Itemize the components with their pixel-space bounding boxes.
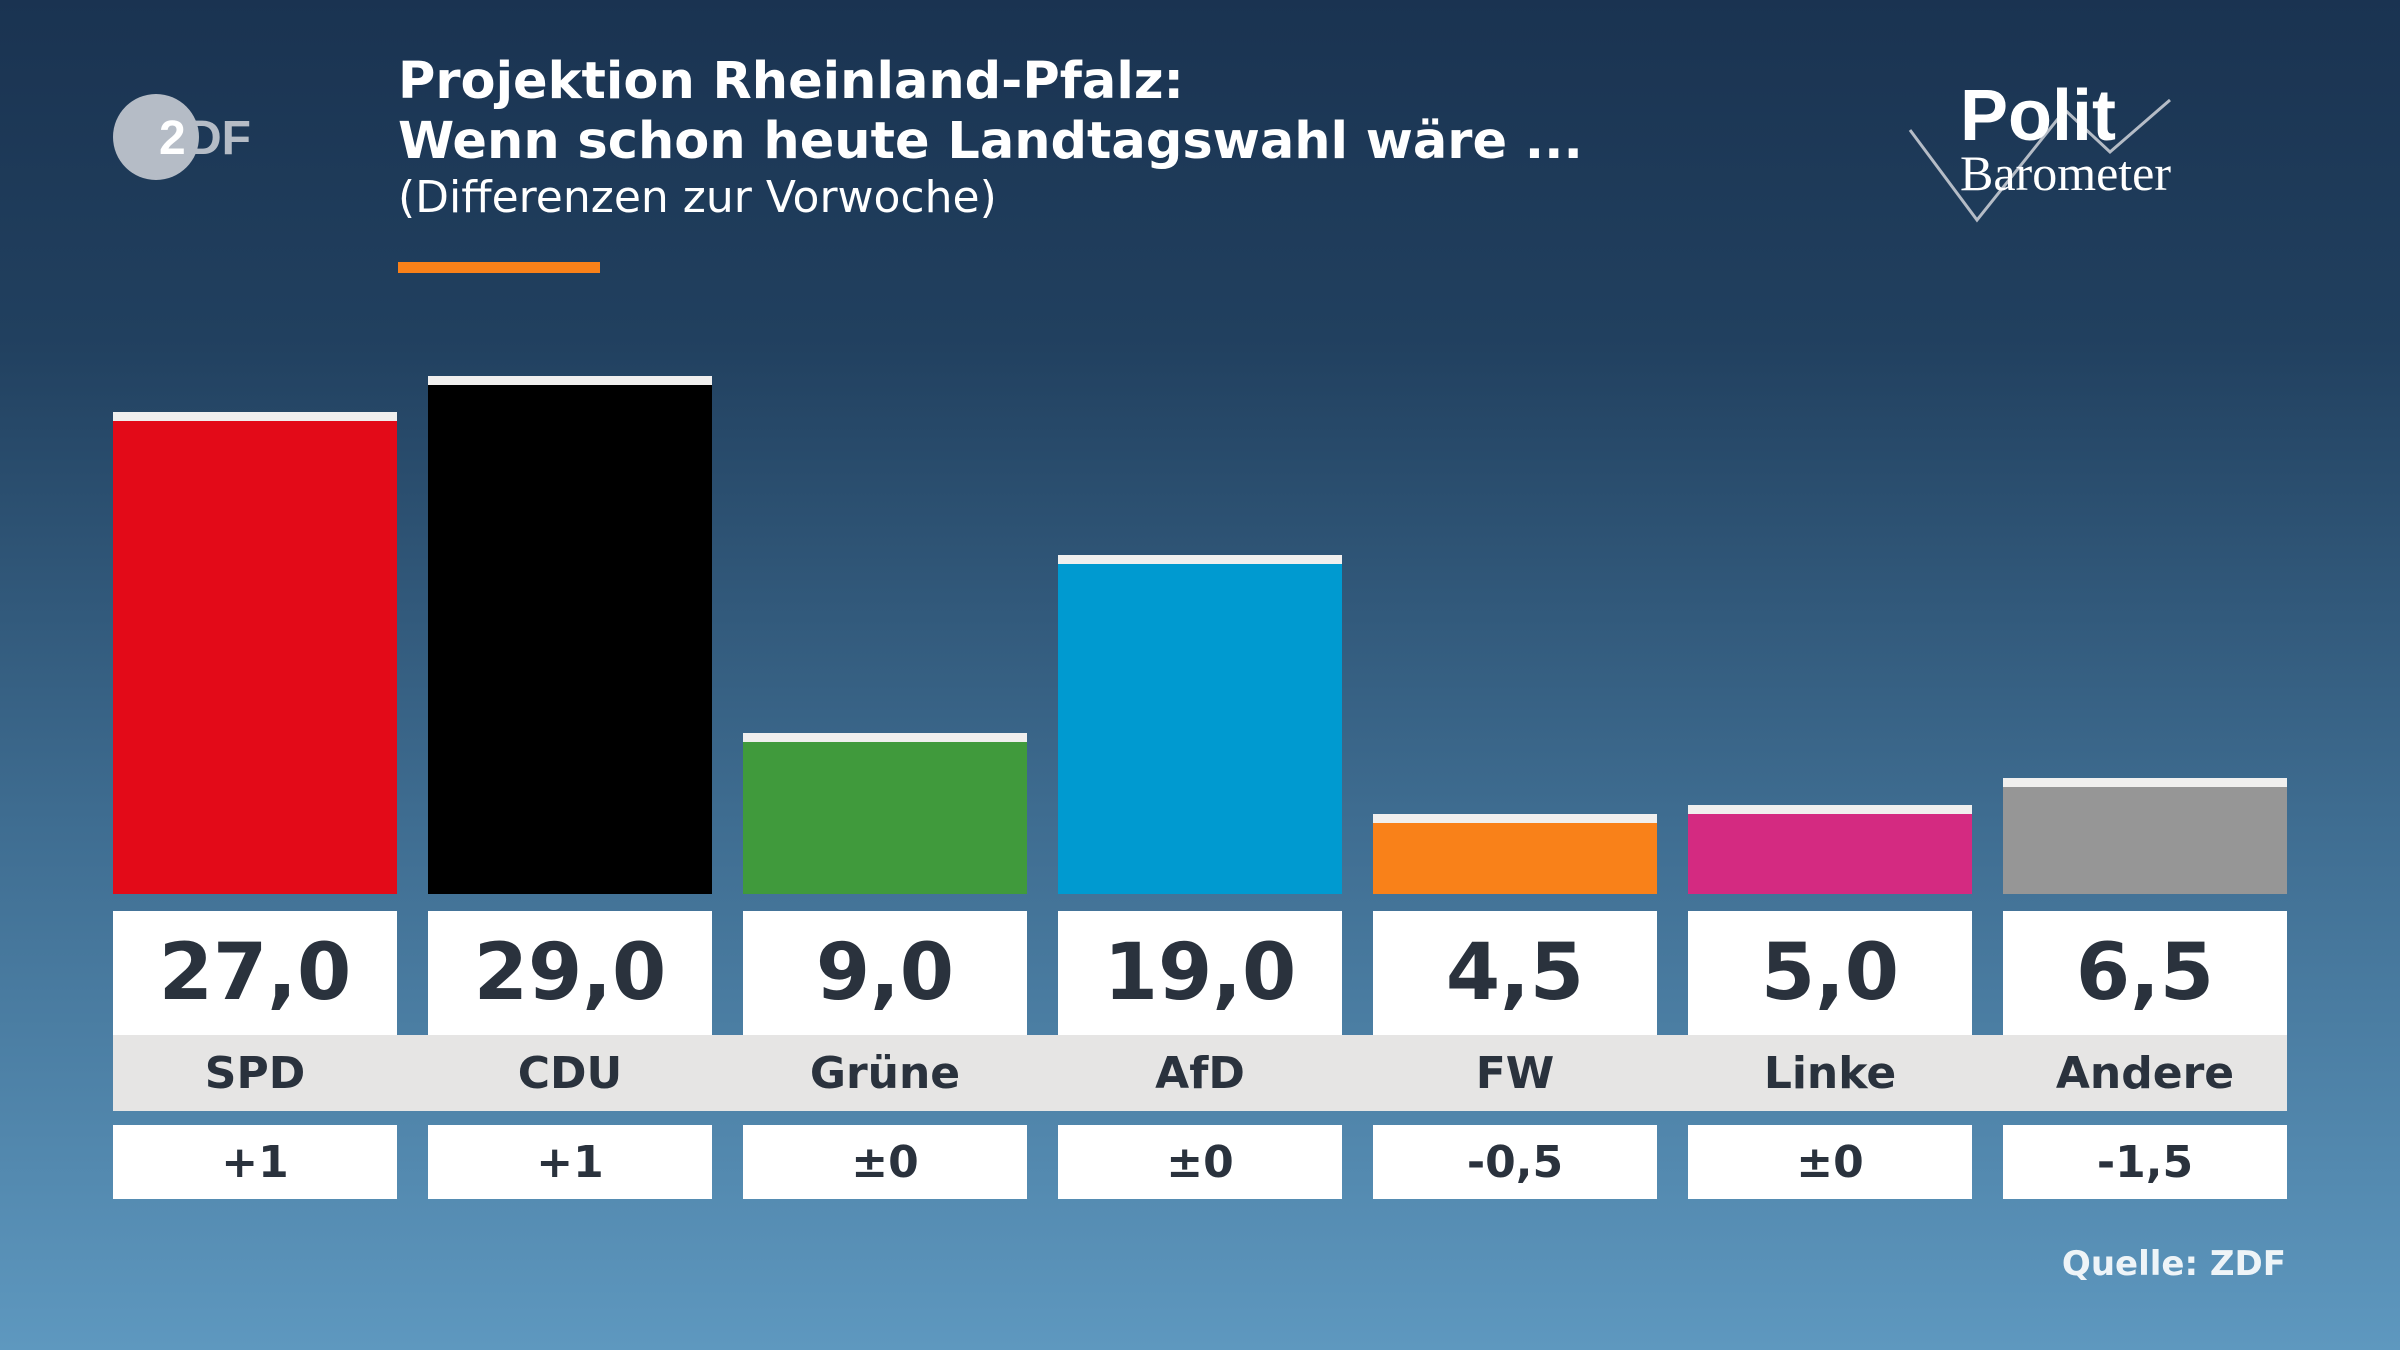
accent-line: [398, 262, 600, 273]
value-label: 5,0: [1688, 911, 1972, 1035]
category-label: AfD: [1155, 1047, 1245, 1099]
category-label: SPD: [204, 1047, 306, 1099]
difference-label: -1,5: [2003, 1125, 2287, 1199]
category-label: Linke: [1763, 1047, 1897, 1099]
value-label: 29,0: [428, 911, 712, 1035]
category-label: Andere: [2055, 1047, 2235, 1099]
difference-label: ±0: [1688, 1125, 1972, 1199]
zdf-logo: 2 DF: [113, 94, 251, 180]
svg-text:DF: DF: [187, 112, 251, 165]
bar-cap: [743, 733, 1027, 743]
difference-label: ±0: [743, 1125, 1027, 1199]
difference-label: +1: [113, 1125, 397, 1199]
category-label: CDU: [517, 1047, 623, 1099]
value-label: 19,0: [1058, 911, 1342, 1035]
bar-afd: [1058, 554, 1342, 894]
chart-title-line1: Projektion Rheinland-Pfalz:: [398, 52, 1184, 111]
chart-subtitle: (Differenzen zur Vorwoche): [398, 172, 997, 223]
chart-title-line2: Wenn schon heute Landtagswahl wäre ...: [398, 112, 1583, 171]
value-label: 9,0: [743, 911, 1027, 1035]
bar-fw: [1373, 813, 1657, 894]
politbarometer-logo: Polit Barometer: [1908, 76, 2171, 223]
bar-cap: [2003, 777, 2287, 787]
difference-label: ±0: [1058, 1125, 1342, 1199]
value-label: 6,5: [2003, 911, 2287, 1035]
bar-grüne: [743, 733, 1027, 894]
label-row: [113, 1035, 2287, 1111]
difference-label: +1: [428, 1125, 712, 1199]
svg-text:Barometer: Barometer: [1960, 145, 2171, 201]
bar-cap: [1058, 554, 1342, 564]
value-label: 27,0: [113, 911, 397, 1035]
bar-cap: [1373, 813, 1657, 823]
bar-cdu: [428, 376, 712, 894]
category-label: Grüne: [809, 1047, 961, 1099]
category-label: FW: [1475, 1047, 1555, 1099]
bar-cap: [1688, 804, 1972, 814]
value-label: 4,5: [1373, 911, 1657, 1035]
bar-cap: [428, 376, 712, 386]
bar-linke: [1688, 804, 1972, 894]
source-note: Quelle: ZDF: [2061, 1244, 2286, 1284]
bar-andere: [2003, 777, 2287, 894]
bar-spd: [113, 411, 397, 894]
difference-label: -0,5: [1373, 1125, 1657, 1199]
svg-text:2: 2: [159, 112, 186, 165]
bar-cap: [113, 411, 397, 421]
svg-text:Polit: Polit: [1960, 76, 2116, 156]
